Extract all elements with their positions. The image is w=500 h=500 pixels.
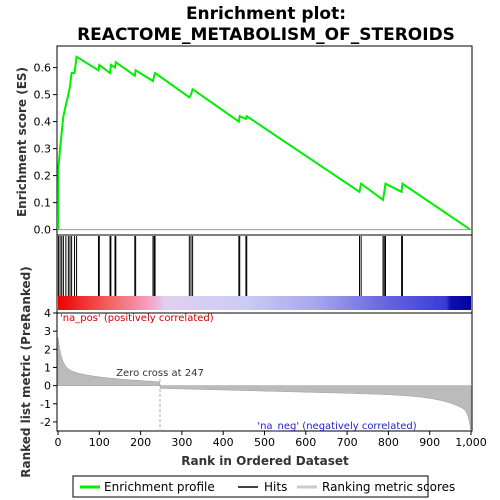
rank-y-tick-label: 4 bbox=[44, 307, 51, 320]
rank-y-tick-label: 1 bbox=[44, 361, 51, 374]
rank-x-tick-label: 700 bbox=[337, 436, 358, 449]
rank-y-tick-label: -2 bbox=[40, 416, 51, 429]
rank-x-tick-label: 900 bbox=[419, 436, 440, 449]
rank-x-tick-label: 400 bbox=[213, 436, 234, 449]
rank-x-tick-label: 600 bbox=[295, 436, 316, 449]
rank-y-ticks: -2 -1 0 1 2 3 4 bbox=[40, 307, 57, 429]
rank-x-tick-label: 300 bbox=[171, 436, 192, 449]
rank-x-axis-label: Rank in Ordered Dataset bbox=[181, 454, 349, 468]
es-y-ticks: 0.0 0.1 0.2 0.3 0.4 0.5 0.6 bbox=[34, 62, 58, 237]
rank-x-tick-label: 0 bbox=[55, 436, 62, 449]
es-panel-frame bbox=[57, 46, 472, 235]
legend-hits: Hits bbox=[264, 480, 287, 494]
es-y-tick-label: 0.1 bbox=[34, 197, 52, 210]
es-y-tick-label: 0.4 bbox=[34, 116, 52, 129]
zero-cross-label: Zero cross at 247 bbox=[116, 368, 204, 379]
rank-y-tick-label: -1 bbox=[40, 398, 51, 411]
es-y-tick-label: 0.0 bbox=[34, 224, 52, 237]
legend-ranking-metric: Ranking metric scores bbox=[322, 480, 455, 494]
rank-x-tick-label: 500 bbox=[254, 436, 275, 449]
legend-enrichment-profile: Enrichment profile bbox=[104, 480, 215, 494]
neg-correlated-label: 'na_neg' (negatively correlated) bbox=[257, 421, 416, 432]
pos-correlated-label: 'na_pos' (positively correlated) bbox=[60, 313, 214, 324]
rank-y-tick-label: 0 bbox=[44, 380, 51, 393]
rank-y-tick-label: 3 bbox=[44, 325, 51, 338]
rank-y-axis-label: Ranked list metric (PreRanked) bbox=[19, 266, 33, 478]
chart-title-line2: REACTOME_METABOLISM_OF_STEROIDS bbox=[77, 25, 455, 45]
es-y-tick-label: 0.5 bbox=[34, 89, 52, 102]
rank-x-tick-label: 200 bbox=[130, 436, 151, 449]
rank-heat-bar bbox=[58, 296, 471, 310]
rank-x-tick-label: 100 bbox=[89, 436, 110, 449]
es-y-axis-label: Enrichment score (ES) bbox=[15, 67, 29, 217]
rank-x-ticks: 0 100 200 300 400 500 600 700 800 900 1,000 bbox=[55, 431, 487, 449]
chart-title-line1: Enrichment plot: bbox=[186, 4, 346, 24]
es-y-tick-label: 0.2 bbox=[34, 170, 52, 183]
rank-x-tick-label: 800 bbox=[378, 436, 399, 449]
rank-x-tick-label: 1,000 bbox=[455, 436, 487, 449]
es-y-tick-label: 0.6 bbox=[34, 62, 52, 75]
rank-y-tick-label: 2 bbox=[44, 343, 51, 356]
es-y-tick-label: 0.3 bbox=[34, 143, 52, 156]
